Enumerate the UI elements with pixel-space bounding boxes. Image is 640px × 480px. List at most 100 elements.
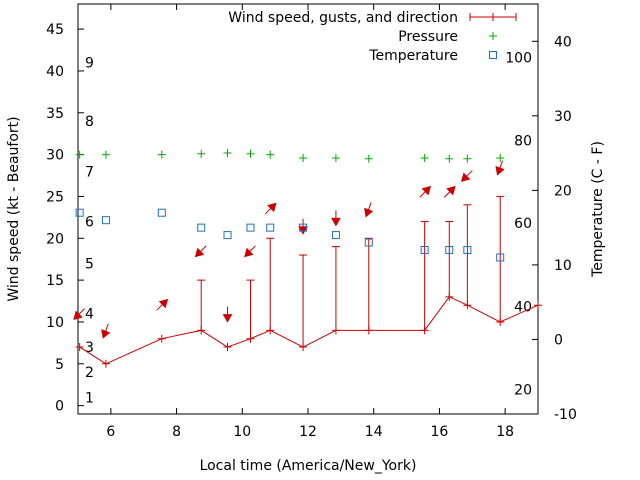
fahrenheit-label: 40 xyxy=(514,300,532,316)
wind-direction-arrow xyxy=(101,323,111,339)
pressure-point xyxy=(299,153,308,162)
temperature-point xyxy=(266,223,275,232)
wind-speed-point xyxy=(197,326,206,335)
wind-direction-arrow xyxy=(264,202,277,215)
x-tick-label: 10 xyxy=(233,424,251,440)
x-tick-label: 14 xyxy=(365,424,383,440)
temperature-point xyxy=(157,208,166,217)
wind-speed-line xyxy=(79,296,539,365)
legend-pressure-symbol xyxy=(489,32,497,40)
legend-temperature-symbol xyxy=(489,51,497,59)
arrow-head xyxy=(421,185,432,196)
y-right-axis-title: Temperature (C - F) xyxy=(590,141,606,278)
temperature-point xyxy=(496,253,505,262)
temperature-point xyxy=(75,208,84,217)
beaufort-label: 6 xyxy=(85,215,94,231)
pressure-point xyxy=(420,153,429,162)
y-left-tick-label: 30 xyxy=(46,148,64,164)
wind-direction-arrow xyxy=(443,185,456,198)
y-left-axis-title: Wind speed (kt - Beaufort) xyxy=(6,116,22,301)
pressure-point xyxy=(157,150,166,159)
wind-direction-arrow xyxy=(331,210,341,227)
beaufort-label: 5 xyxy=(85,256,94,272)
arrow-head xyxy=(194,247,205,258)
y-left-tick-label: 15 xyxy=(46,273,64,289)
legend-wind-label: Wind speed, gusts, and direction xyxy=(228,10,458,26)
x-tick-label: 8 xyxy=(172,424,181,440)
wind-speed-point xyxy=(364,326,373,335)
arrow-head xyxy=(222,314,233,323)
wind-speed-point xyxy=(331,326,340,335)
x-tick-label: 18 xyxy=(496,424,514,440)
pressure-point xyxy=(197,149,206,158)
pressure-point xyxy=(496,153,505,162)
wind-speed-point xyxy=(75,343,84,352)
temperature-point xyxy=(445,246,454,254)
wind-speed-point xyxy=(496,317,505,326)
arrow-head xyxy=(267,202,277,213)
pressure-point xyxy=(364,154,373,163)
legend-temperature-label: Temperature xyxy=(368,48,458,64)
arrow-head xyxy=(364,207,374,218)
pressure-point xyxy=(445,154,454,163)
wind-speed-point xyxy=(299,343,308,352)
y-right-tick-label: -10 xyxy=(554,407,577,423)
arrow-head xyxy=(73,310,83,320)
x-axis-title: Local time (America/New_York) xyxy=(200,458,417,474)
arrow-head xyxy=(495,165,505,176)
pressure-point xyxy=(331,153,340,162)
temperature-point xyxy=(197,223,206,232)
y-left-tick-label: 5 xyxy=(55,357,64,373)
pressure-point xyxy=(266,150,275,159)
wind-direction-arrow xyxy=(460,170,473,182)
wind-speed-point xyxy=(420,326,429,335)
temperature-point xyxy=(299,223,308,232)
fahrenheit-label: 20 xyxy=(514,382,532,398)
wind-direction-arrow xyxy=(73,308,85,320)
fahrenheit-label: 100 xyxy=(505,51,532,67)
arrow-head xyxy=(158,298,169,309)
beaufort-label: 3 xyxy=(85,340,94,356)
arrow-head xyxy=(331,217,341,227)
y-right-tick-label: 10 xyxy=(554,258,572,274)
y-right-tick-label: 20 xyxy=(554,183,572,199)
arrow-head xyxy=(446,185,456,196)
y-left-tick-label: 10 xyxy=(46,315,64,331)
temperature-point xyxy=(101,216,110,225)
arrow-head xyxy=(244,247,254,258)
y-left-tick-label: 25 xyxy=(46,189,64,205)
pressure-point xyxy=(463,154,472,163)
pressure-point xyxy=(223,148,232,157)
x-tick-label: 16 xyxy=(431,424,449,440)
wind-speed-point xyxy=(101,359,110,368)
y-left-tick-label: 35 xyxy=(46,106,64,122)
wind-direction-arrow xyxy=(244,245,256,258)
temperature-point xyxy=(246,223,255,232)
arrow-head xyxy=(460,172,471,182)
beaufort-label: 4 xyxy=(85,307,94,323)
temperature-point xyxy=(331,231,340,240)
x-tick-label: 12 xyxy=(299,424,317,440)
beaufort-label: 9 xyxy=(85,56,94,72)
beaufort-label: 1 xyxy=(85,390,94,406)
x-tick-label: 6 xyxy=(106,424,115,440)
y-right-tick-label: 40 xyxy=(554,34,572,50)
y-right-tick-label: 0 xyxy=(554,332,563,348)
temperature-point xyxy=(420,246,429,254)
y-right-tick-label: 30 xyxy=(554,109,572,125)
wind-direction-arrow xyxy=(222,306,233,323)
wind-direction-arrow xyxy=(298,218,308,235)
y-left-tick-label: 20 xyxy=(46,231,64,247)
wind-direction-arrow xyxy=(156,298,169,311)
arrow-head xyxy=(298,226,308,235)
y-left-tick-label: 45 xyxy=(46,22,64,38)
wind-speed-point xyxy=(246,334,255,343)
wind-direction-arrow xyxy=(194,245,207,258)
wind-direction-arrow xyxy=(419,185,432,198)
wind-direction-arrow xyxy=(495,160,505,176)
beaufort-label: 8 xyxy=(85,114,94,130)
arrow-head xyxy=(101,329,111,339)
wind-speed-point xyxy=(463,301,472,310)
plot-frame xyxy=(77,3,539,415)
